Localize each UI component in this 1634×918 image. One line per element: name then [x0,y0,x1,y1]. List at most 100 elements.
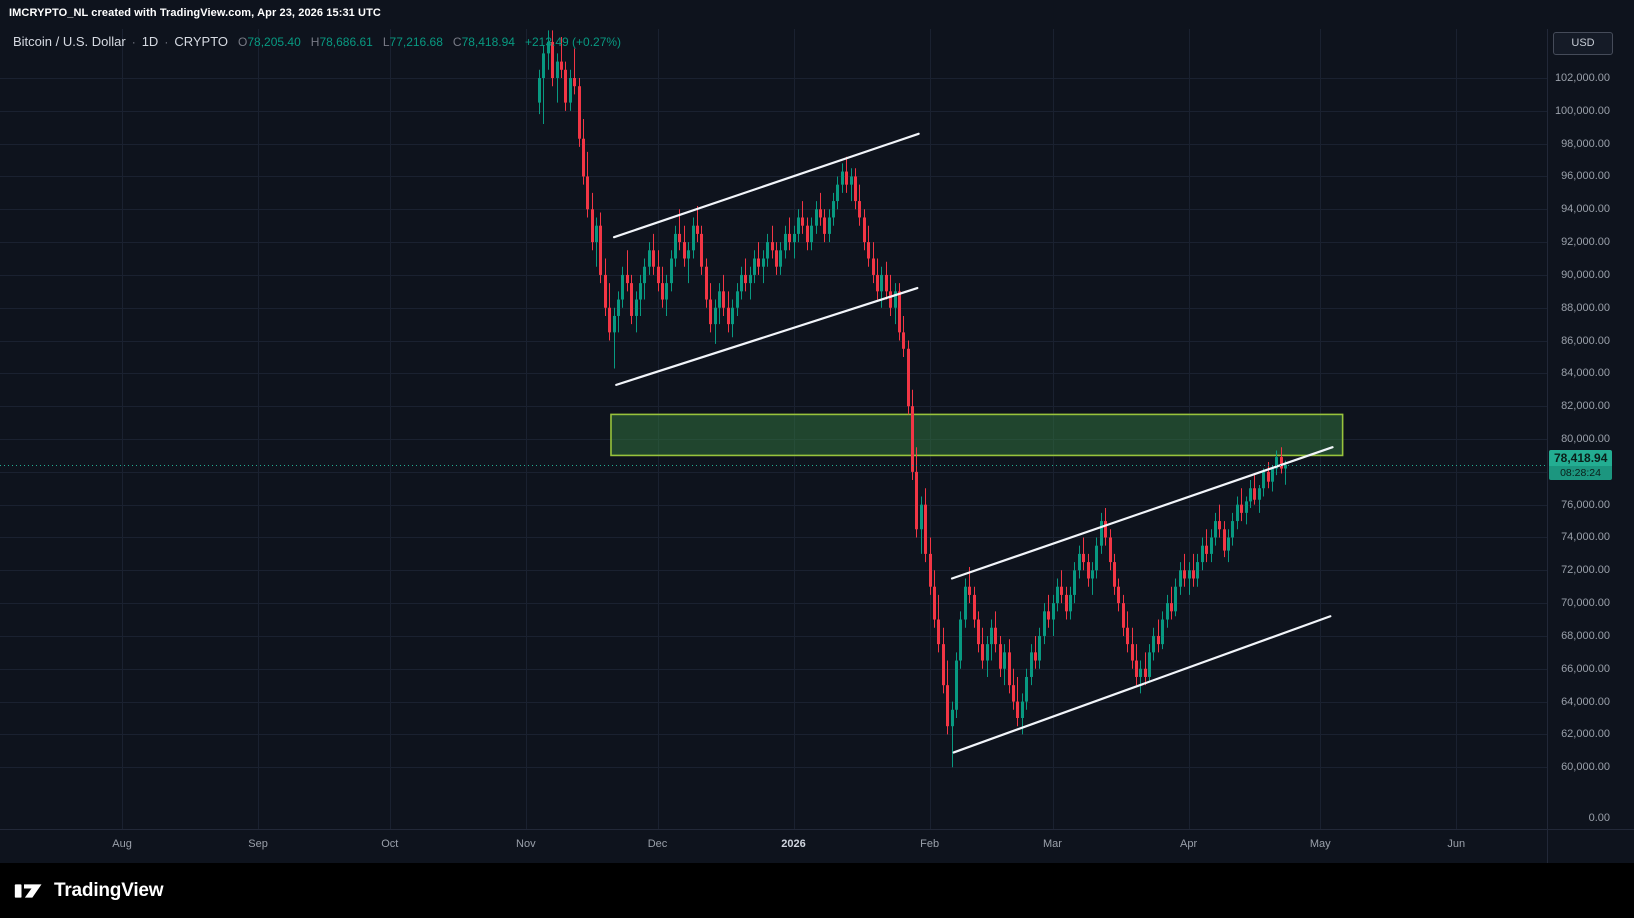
candle-body [1179,570,1182,587]
tradingview-wordmark[interactable]: TradingView [54,879,164,901]
candle-body [731,307,734,325]
candle-body [911,406,914,472]
candle-body [920,504,923,530]
time-axis-label[interactable]: Apr [1180,838,1198,850]
candle-body [665,283,668,300]
candle-body [946,685,949,727]
price-axis-label: 94,000.00 [1561,203,1610,216]
candle-body [722,291,725,308]
candle-body [819,209,822,218]
candle-body [643,266,646,284]
time-axis-label[interactable]: 2026 [781,838,806,850]
candle-body [1069,594,1072,612]
candle-body [1034,652,1037,661]
candle-body [1052,603,1055,620]
interval-label[interactable]: 1D [141,34,159,49]
time-axis-label[interactable]: Feb [920,838,940,850]
time-axis-label[interactable]: Sep [248,838,268,850]
candle-body [608,307,611,333]
candle-body [1227,537,1230,551]
candle-body [709,299,712,325]
candle-body [788,233,791,243]
candle-body [850,176,853,185]
candle-body [599,225,602,275]
candle-body [1210,537,1213,554]
candlestick-series [538,30,1287,768]
price-axis-label: 66,000.00 [1561,662,1610,675]
channel-1-upper-trendline[interactable] [612,132,920,239]
candle-body [973,594,976,620]
candle-body [696,225,699,234]
candle-body [933,586,936,620]
price-axis-label: 68,000.00 [1561,629,1610,642]
candle-body [674,233,677,259]
candle-body [538,78,541,103]
time-axis-label[interactable]: May [1309,838,1331,850]
candle-body [959,619,962,661]
candle-body [1236,504,1239,522]
channel-1-lower-trendline[interactable] [615,286,919,386]
time-axis-label[interactable]: Mar [1043,838,1062,850]
candle-body [1170,603,1173,612]
time-axis-label[interactable]: Jun [1447,838,1466,850]
candle-body [595,225,598,243]
candle-body [858,201,861,218]
price-axis-zero-label: 0.00 [1588,812,1610,824]
tradingview-logo-icon[interactable] [14,879,44,903]
candle-body [1174,586,1177,612]
candle-body [999,644,1002,669]
candle-body [1117,586,1120,604]
candle-body [1223,529,1226,551]
time-axis-label[interactable]: Dec [647,838,668,850]
candle-body [1284,464,1287,469]
candle-body [762,258,765,267]
price-axis-label: 62,000.00 [1561,728,1610,741]
time-axis-label[interactable]: Oct [381,838,399,850]
candle-body [1122,603,1125,628]
candle-body [1113,562,1116,587]
candle-body [832,201,835,218]
candle-body [942,644,945,686]
candle-body [1131,644,1134,661]
time-axis-label[interactable]: Nov [516,838,536,850]
candle-body [1047,611,1050,620]
price-axis[interactable]: 102,000.00 100,000.00 98,000.00 96,000.00 94… [1547,29,1634,829]
candle-body [815,209,818,226]
candle-body [977,619,980,645]
channel-2-upper-trendline[interactable] [950,446,1334,580]
candle-body [1271,468,1274,482]
candle-body [1201,545,1204,563]
exchange-label[interactable]: CRYPTO [174,34,229,49]
candle-body [937,619,940,645]
candle-body [894,291,897,308]
low-value: 77,216.68 [389,35,443,49]
close-value: 78,418.94 [461,35,515,49]
high-letter: H [310,35,320,49]
candle-body [806,225,809,243]
candle-body [613,315,616,333]
price-axis-label: 64,000.00 [1561,695,1610,708]
candle-body [1135,660,1138,677]
candle-body [1231,521,1234,538]
candle-body [591,209,594,243]
chart-attribution: IMCRYPTO_NL created with TradingView.com… [9,7,381,19]
channel-2-lower-trendline[interactable] [952,615,1332,754]
high-value: 78,686.61 [319,35,373,49]
candle-body [740,274,743,292]
candle-body [810,225,813,243]
candle-body [560,61,563,70]
candle-body [556,61,559,78]
candle-body [1091,570,1094,579]
time-axis-label[interactable]: Aug [112,838,132,850]
time-axis[interactable]: Aug Sep Oct Nov Dec 2026 Feb Mar Apr May Jun [0,829,1634,863]
change-value: +213.49 (+0.27%) [524,35,622,49]
candle-body [1157,635,1160,645]
symbol-legend[interactable]: Bitcoin / U.S. Dollar · 1D · CRYPTO O78,… [13,34,621,49]
candle-body [744,274,747,284]
supply-zone[interactable] [610,413,1344,457]
currency-usd-button[interactable]: USD [1553,32,1613,55]
symbol-title[interactable]: Bitcoin / U.S. Dollar [13,34,126,49]
candle-body [652,250,655,267]
